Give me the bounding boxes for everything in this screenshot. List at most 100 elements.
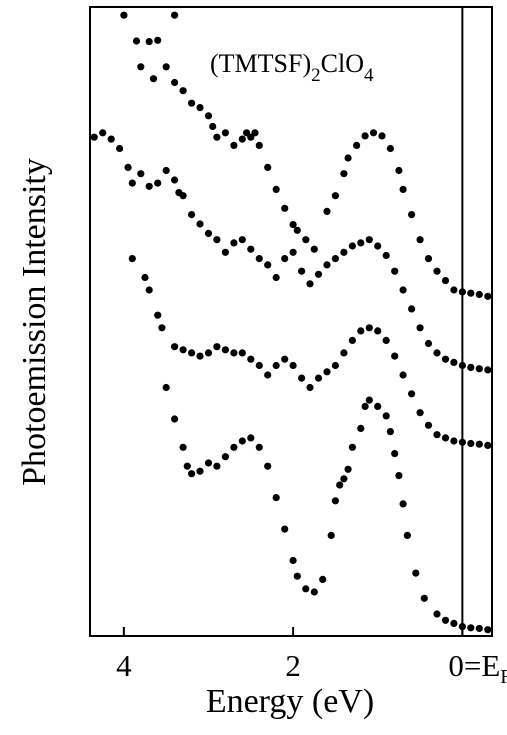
data-point-s2-29 [315,271,322,278]
data-point-s1-32 [340,170,347,177]
data-point-s2-8 [146,183,153,190]
data-point-s1-38 [387,145,394,152]
data-point-s1-34 [353,142,360,149]
data-point-s2-3 [108,136,115,143]
data-point-s4-33 [387,428,394,435]
data-point-s3-28 [357,327,364,334]
data-point-s1-4 [171,12,178,19]
data-point-s4-7 [205,459,212,466]
data-point-s3-21 [298,375,305,382]
data-point-s3-42 [476,441,483,448]
data-point-s2-37 [383,252,390,259]
data-point-s2-2 [99,129,106,136]
data-point-s3-9 [196,353,203,360]
data-point-s1-50 [484,293,491,300]
data-point-s3-25 [332,362,339,369]
data-point-s3-22 [306,384,313,391]
data-point-s3-38 [442,434,449,441]
data-point-s4-46 [484,626,491,633]
x-tick-label-1: 4 [116,648,132,683]
data-point-s1-39 [395,167,402,174]
data-point-s4-22 [328,532,335,539]
data-point-s4-40 [433,610,440,617]
data-point-s2-20 [239,236,246,243]
data-point-s3-32 [391,353,398,360]
data-point-s4-17 [290,557,297,564]
data-point-s2-36 [374,242,381,249]
annotation-sub-2: 4 [364,65,374,86]
x-axis-label: Energy (eV) [206,683,374,720]
data-point-s4-30 [366,397,373,404]
plot-frame [90,7,492,636]
data-point-s4-4 [184,463,191,470]
data-point-s1-33 [345,154,352,161]
annotation-sub-1: 2 [311,65,321,86]
data-point-s4-44 [467,624,474,631]
data-point-s3-8 [188,349,195,356]
data-point-s2-25 [281,255,288,262]
data-point-s4-37 [404,532,411,539]
data-point-s4-5 [188,470,195,477]
data-point-s2-33 [349,242,356,249]
data-point-s2-44 [442,356,449,363]
data-point-s1-43 [425,255,432,262]
data-point-s1-30 [323,208,330,215]
data-point-s2-9 [154,180,161,187]
data-point-s4-15 [273,494,280,501]
data-point-s4-31 [374,403,381,410]
data-point-s2-21 [247,246,254,253]
data-point-s1-28 [302,236,309,243]
data-point-s1-7 [150,75,157,82]
data-point-s2-47 [467,364,474,371]
data-point-s4-34 [391,450,398,457]
data-point-s4-26 [345,466,352,473]
data-point-s2-1 [91,134,98,141]
data-point-s1-24 [273,186,280,193]
data-point-s2-32 [340,249,347,256]
data-point-s3-12 [222,346,229,353]
data-point-s3-24 [323,368,330,375]
data-point-s4-24 [336,481,343,488]
data-point-s4-1 [163,384,170,391]
data-point-s2-17 [213,236,220,243]
data-point-s2-15 [196,220,203,227]
data-point-s1-46 [450,286,457,293]
data-point-s4-2 [171,415,178,422]
data-point-s3-29 [366,324,373,331]
data-point-s1-6 [137,63,144,70]
data-points [91,12,492,634]
data-point-s4-29 [362,403,369,410]
data-point-s2-4 [116,145,123,152]
data-point-s4-19 [302,585,309,592]
data-point-s2-18 [222,249,229,256]
annotation-mid: ClO [321,49,364,78]
data-point-s2-27 [298,268,305,275]
data-point-s4-3 [180,444,187,451]
data-point-s1-31 [332,192,339,199]
data-point-s4-36 [400,500,407,507]
data-point-s1-23 [264,164,271,171]
compound-annotation: (TMTSF)2ClO4 [210,49,374,86]
data-point-s1-13 [205,112,212,119]
data-point-s1-42 [417,236,424,243]
data-point-s4-38 [412,570,419,577]
data-point-s4-28 [357,425,364,432]
data-point-s2-34 [357,239,364,246]
data-point-s3-36 [425,422,432,429]
data-point-s3-35 [417,409,424,416]
data-point-s1-18 [239,136,246,143]
data-point-s2-13 [180,192,187,199]
data-point-s3-16 [256,362,263,369]
data-point-s3-10 [205,349,212,356]
data-point-s2-45 [450,359,457,366]
data-point-s1-29 [311,246,318,253]
data-point-s3-26 [340,349,347,356]
data-point-s1-15 [213,134,220,141]
data-point-s4-35 [395,472,402,479]
data-point-s1-3 [154,37,161,44]
data-point-s4-23 [332,497,339,504]
data-point-s4-25 [340,475,347,482]
data-point-s2-38 [391,268,398,275]
data-point-s4-42 [450,620,457,627]
data-point-s2-19 [230,239,237,246]
